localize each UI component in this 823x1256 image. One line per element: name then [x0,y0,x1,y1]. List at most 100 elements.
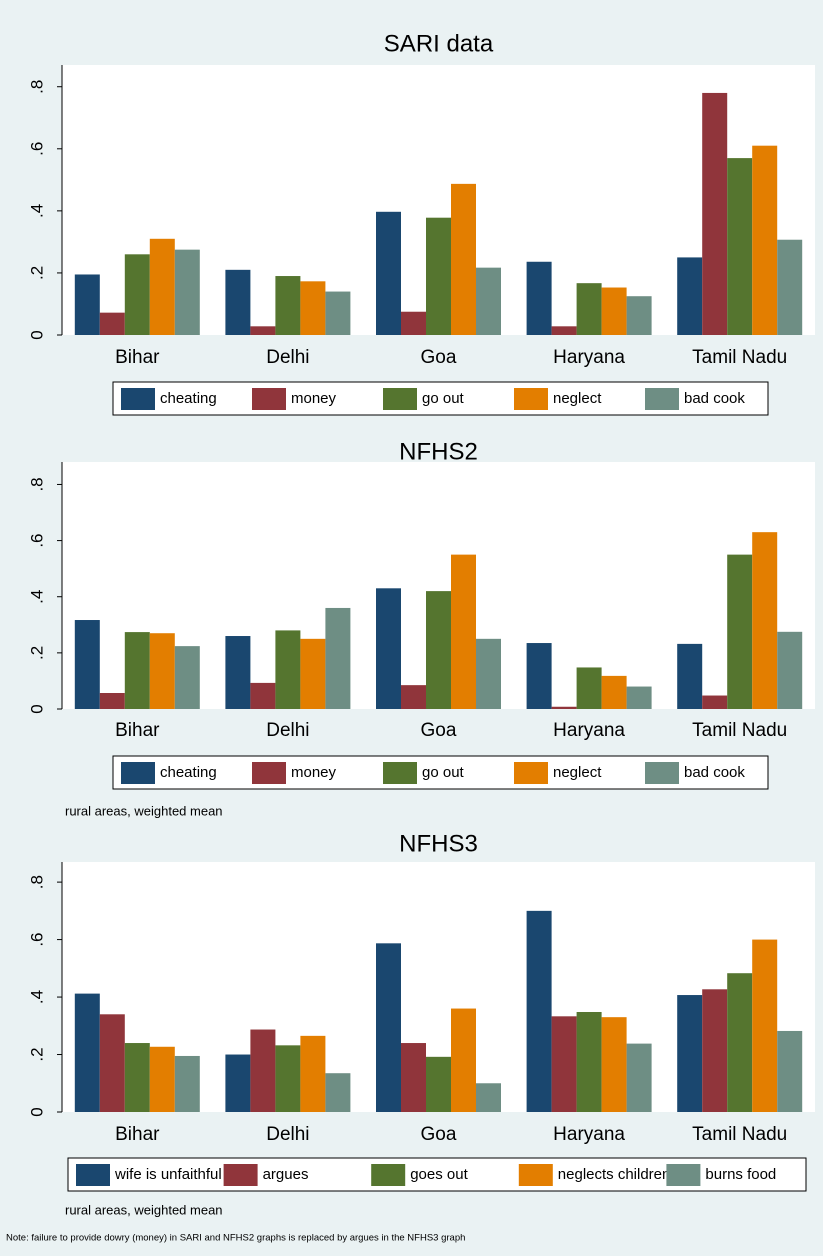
bar [626,686,652,709]
y-tick-label: .2 [27,646,46,660]
bar [149,633,175,709]
legend-label: argues [263,1166,309,1183]
bar [450,554,476,709]
y-tick-label: .4 [27,590,46,604]
bar [475,638,501,709]
bar [677,257,703,335]
legend-swatch [514,762,548,784]
x-tick-label: Haryana [553,1124,625,1145]
y-tick-label: .8 [27,477,46,491]
x-tick-label: Tamil Nadu [692,1124,787,1145]
legend-label: bad cook [684,764,745,781]
bar [551,706,577,709]
y-tick-label: 0 [27,330,46,339]
legend-swatch [252,762,286,784]
y-tick-label: .2 [27,266,46,280]
y-tick-label: .4 [27,204,46,218]
bar [576,283,602,335]
bar [777,1030,803,1112]
legend-label: cheating [160,764,217,781]
y-tick-label: .2 [27,1047,46,1061]
x-tick-label: Haryana [553,347,625,368]
legend-label: neglects children [558,1166,671,1183]
bar [677,643,703,709]
legend-label: go out [422,764,465,781]
bar [376,943,402,1112]
bar [426,1056,451,1112]
bar [450,1008,476,1112]
bar [174,1055,200,1112]
chart-title: SARI data [384,30,494,57]
legend-label: go out [422,390,465,407]
bar [526,643,552,709]
bar [325,607,351,709]
legend-label: neglect [553,764,602,781]
legend-swatch [383,762,417,784]
legend-label: money [291,390,337,407]
bar [250,326,276,335]
bar [174,249,200,335]
x-tick-label: Goa [421,720,457,741]
x-tick-label: Bihar [115,1124,160,1145]
legend-swatch [645,762,679,784]
legend-swatch [76,1164,110,1186]
chart-note: rural areas, weighted mean [65,803,223,818]
bar [250,1029,276,1112]
bar [99,1014,125,1112]
x-tick-label: Bihar [115,720,160,741]
bar [401,685,427,709]
y-tick-label: .8 [27,80,46,94]
bar [149,1046,175,1112]
bar [250,682,276,709]
legend-label: money [291,764,337,781]
bar [74,274,100,335]
bar [526,261,552,335]
bar [149,238,175,335]
bar [174,646,200,709]
bar [124,632,150,709]
bar [576,1012,602,1112]
legend-label: cheating [160,390,217,407]
legend-swatch [223,1164,258,1186]
y-tick-label: 0 [27,1107,46,1116]
bar [401,311,427,335]
bar [702,989,728,1112]
legend-label: neglect [553,390,602,407]
bar [752,532,778,709]
legend-label: goes out [410,1166,468,1183]
bar [702,92,728,336]
x-tick-label: Bihar [115,347,160,368]
bar [702,695,728,709]
bar [74,993,100,1112]
bar [275,630,301,709]
bar [225,636,251,709]
x-tick-label: Delhi [266,1124,309,1145]
y-tick-label: .4 [27,990,46,1004]
legend-swatch [383,388,417,410]
bar [475,267,501,335]
y-tick-label: .6 [27,142,46,156]
y-tick-label: .6 [27,533,46,547]
legend-swatch [514,388,548,410]
y-tick-label: .8 [27,875,46,889]
bar [626,1043,652,1112]
bar [376,588,402,709]
bar [74,620,100,709]
bar [225,269,251,335]
bar [426,591,451,709]
chart-title: NFHS2 [399,438,478,465]
bar [300,1035,326,1112]
bar [99,312,125,335]
bar [752,145,778,335]
x-tick-label: Tamil Nadu [692,347,787,368]
bar [376,211,402,335]
legend-label: burns food [705,1166,776,1183]
bar [124,254,150,335]
legend-label: bad cook [684,390,745,407]
bar [300,638,326,709]
x-tick-label: Goa [421,1124,457,1145]
footnote: Note: failure to provide dowry (money) i… [6,1233,465,1244]
legend-swatch [645,388,679,410]
bar [601,675,627,709]
